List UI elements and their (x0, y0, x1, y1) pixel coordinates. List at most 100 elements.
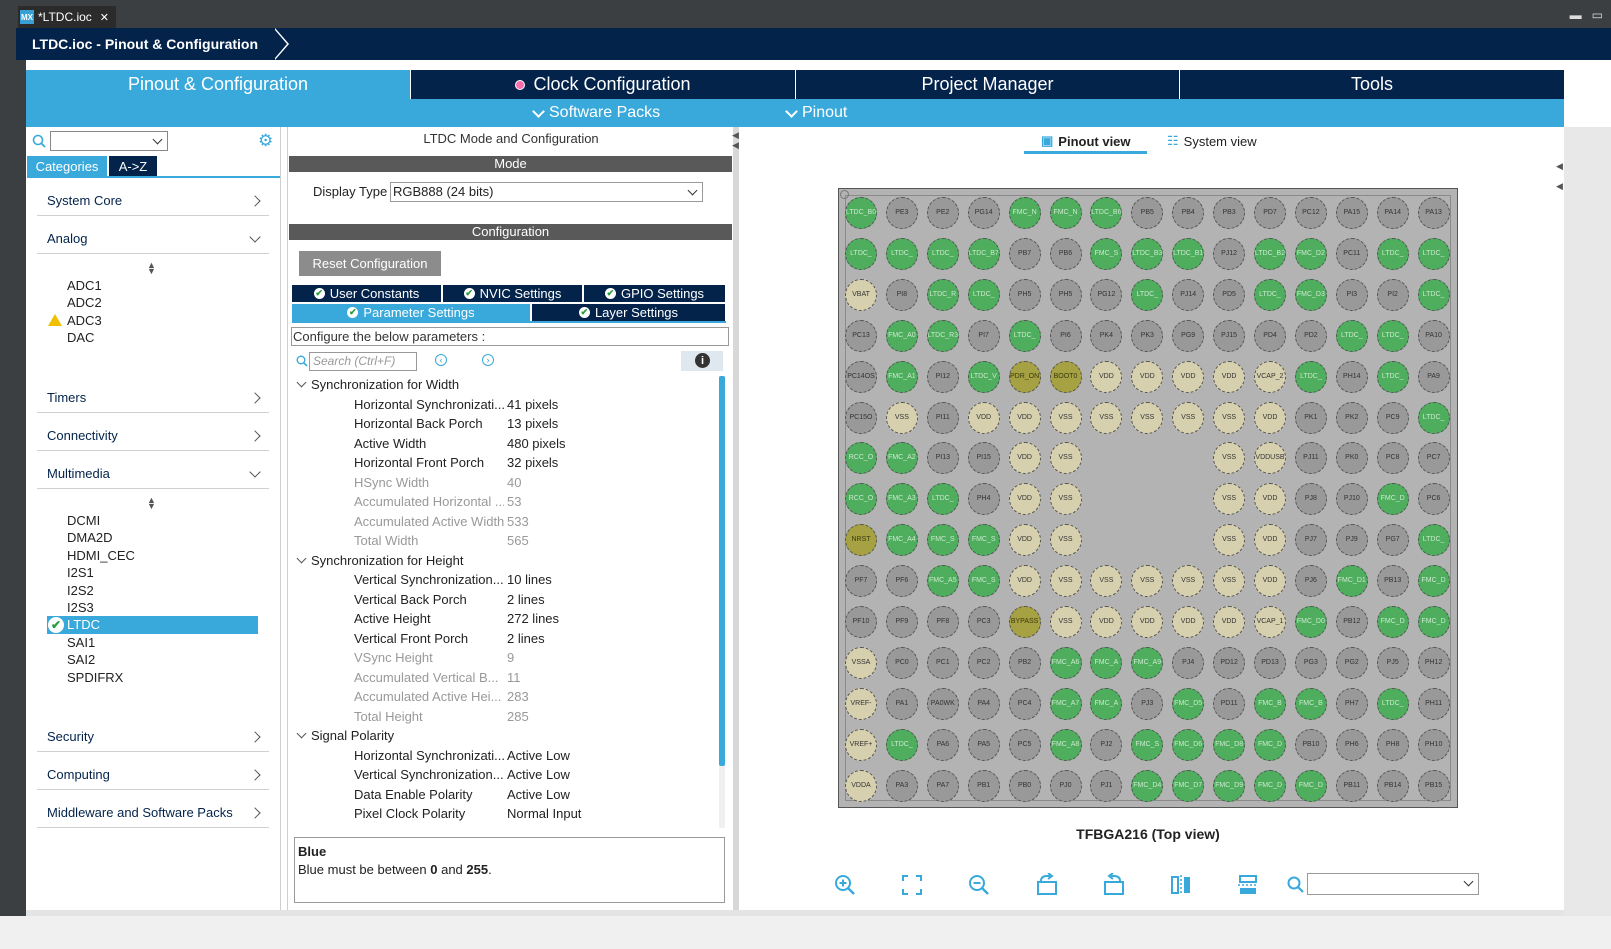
pin[interactable]: FMC_A9 (1131, 646, 1164, 679)
pin[interactable]: PB1 (967, 769, 1000, 802)
pin[interactable]: RCC_O (845, 442, 877, 475)
pin[interactable]: LTDC_V (967, 360, 1000, 393)
pin[interactable]: RCC_O (845, 483, 877, 516)
pin[interactable]: LTDC_ (1417, 237, 1450, 270)
pin[interactable]: LTDC_B6 (1090, 197, 1123, 229)
pin[interactable]: LTDC_ (926, 483, 959, 516)
pin[interactable]: PH5 (1008, 278, 1041, 311)
parameter-name[interactable]: Horizontal Front Porch (354, 455, 485, 470)
pin[interactable]: LTDC_ (1376, 687, 1409, 720)
pin[interactable]: PC5 (1008, 728, 1041, 761)
tab-layer-settings[interactable]: ✔ Layer Settings (532, 304, 725, 321)
pin[interactable]: PB14 (1376, 769, 1409, 802)
pin[interactable]: PJ0 (1049, 769, 1082, 802)
pin[interactable]: PE3 (885, 197, 918, 229)
pin[interactable]: VDD (1008, 401, 1041, 434)
pin[interactable]: LTDC_ (1131, 278, 1164, 311)
parameter-name[interactable]: Vertical Synchronization... (354, 767, 504, 782)
pin[interactable]: VDD (1213, 360, 1246, 393)
tab-gpio-settings[interactable]: ✔ GPIO Settings (584, 285, 725, 302)
tab-pinout-view[interactable]: ▣ Pinout view (1041, 133, 1131, 149)
search-previous-icon[interactable]: ‹ (435, 354, 447, 366)
list-item-spdifrx[interactable]: SPDIFRX (67, 670, 124, 685)
pin[interactable]: PG14 (967, 197, 1000, 229)
pin[interactable]: FMC_S (967, 524, 1000, 557)
pin[interactable]: LTDC_ (1417, 401, 1450, 434)
pin[interactable]: PD12 (1213, 646, 1246, 679)
pin[interactable]: VSS (1213, 442, 1246, 475)
pin[interactable]: PH10 (1417, 728, 1450, 761)
pin[interactable]: VDD (1090, 606, 1123, 638)
pin[interactable]: PB13 (1376, 565, 1409, 598)
pin[interactable]: FMC_D (1417, 565, 1450, 598)
list-item-adc2[interactable]: ADC2 (67, 295, 102, 310)
pin[interactable]: FMC_A8 (1049, 728, 1082, 761)
pin[interactable]: VDD (1213, 606, 1246, 638)
pin[interactable]: LTDC_ (1254, 278, 1286, 311)
pin[interactable]: FMC_B (1254, 687, 1286, 720)
parameter-value[interactable]: Active Low (507, 767, 570, 782)
pin[interactable]: VSS (1213, 401, 1246, 434)
pin[interactable]: VSS (1090, 401, 1123, 434)
pin[interactable]: PH14 (1335, 360, 1368, 393)
parameter-name[interactable]: Accumulated Active Hei... (354, 689, 502, 704)
pin[interactable]: PI2 (1376, 278, 1409, 311)
pin[interactable]: PJ1 (1090, 769, 1123, 802)
parameter-name[interactable]: Vertical Synchronization... (354, 572, 504, 587)
parameter-name[interactable]: Accumulated Vertical B... (354, 669, 499, 685)
pin[interactable]: FMC_S (926, 524, 959, 557)
pin[interactable]: VSS (1049, 524, 1082, 557)
parameter-value[interactable]: Active Low (507, 786, 570, 802)
list-item-dma2d[interactable]: DMA2D (67, 530, 113, 545)
pin[interactable]: LTDC_ (926, 237, 959, 270)
pin[interactable]: VDD (1254, 524, 1286, 557)
parameter-name[interactable]: Vertical Back Porch (354, 591, 467, 607)
tab-nvic-settings[interactable]: ✔ NVIC Settings (443, 285, 582, 302)
pin[interactable]: PH12 (1417, 646, 1450, 679)
pin[interactable]: PB6 (1049, 237, 1082, 270)
parameter-value[interactable]: 480 pixels (507, 435, 566, 451)
pin[interactable]: PG3 (1294, 646, 1327, 679)
pin[interactable]: FMC_A1 (885, 360, 918, 393)
list-item-ltdc-selected[interactable] (47, 616, 258, 634)
pin[interactable]: PK3 (1131, 319, 1164, 352)
maximize-icon[interactable]: ▭ (1591, 8, 1603, 22)
pin[interactable]: PB7 (1008, 237, 1041, 270)
pin[interactable]: PK0 (1335, 442, 1368, 475)
parameter-name[interactable]: Total Height (354, 708, 423, 724)
list-item-i2s2[interactable]: I2S2 (67, 583, 94, 598)
pin[interactable]: FMC_D4 (1131, 769, 1164, 802)
pin[interactable]: LTDC_ (1376, 237, 1409, 270)
pin[interactable]: FMC_D (1417, 606, 1450, 638)
parameter-name[interactable]: Accumulated Active Width (354, 513, 504, 529)
pin[interactable]: FMC_D8 (1213, 728, 1246, 761)
pin[interactable]: LTDC_B0 (845, 197, 877, 229)
pin[interactable]: PH8 (1376, 728, 1409, 761)
pin[interactable]: PA15 (1335, 197, 1368, 229)
pin[interactable]: VSS (1049, 483, 1082, 516)
pin[interactable]: PE2 (926, 197, 959, 229)
parameter-value[interactable]: 13 pixels (507, 416, 559, 431)
pin[interactable]: FMC_B (1294, 687, 1327, 720)
pin[interactable]: PC8 (1376, 442, 1409, 475)
pin[interactable]: VSS (1131, 401, 1164, 434)
list-item-i2s3[interactable]: I2S3 (67, 600, 94, 615)
pin[interactable]: LTDC_R (926, 278, 959, 311)
pin[interactable]: PF6 (885, 565, 918, 598)
collapse-arrows-icon[interactable]: ◀ ◀ (732, 130, 739, 150)
pin[interactable]: LTDC_B1 (1172, 237, 1205, 270)
pin[interactable]: PB5 (1131, 197, 1164, 229)
pin[interactable]: FMC_D7 (1172, 769, 1205, 802)
expand-arrows-icon[interactable]: ◀ ◀ (1556, 161, 1563, 191)
pin[interactable]: PC13 (845, 319, 877, 352)
pin[interactable]: LTDC_ (1376, 360, 1409, 393)
pin[interactable]: VDDUSB (1254, 442, 1286, 475)
pin[interactable]: PK2 (1335, 401, 1368, 434)
pin[interactable]: VDD (1008, 483, 1041, 516)
pin[interactable]: PK4 (1090, 319, 1123, 352)
pin[interactable]: VSS (1213, 565, 1246, 598)
pin[interactable]: VDD (1131, 606, 1164, 638)
pin[interactable]: PC0 (885, 646, 918, 679)
panel-splitter[interactable] (733, 127, 739, 910)
pin[interactable]: PJ11 (1294, 442, 1327, 475)
